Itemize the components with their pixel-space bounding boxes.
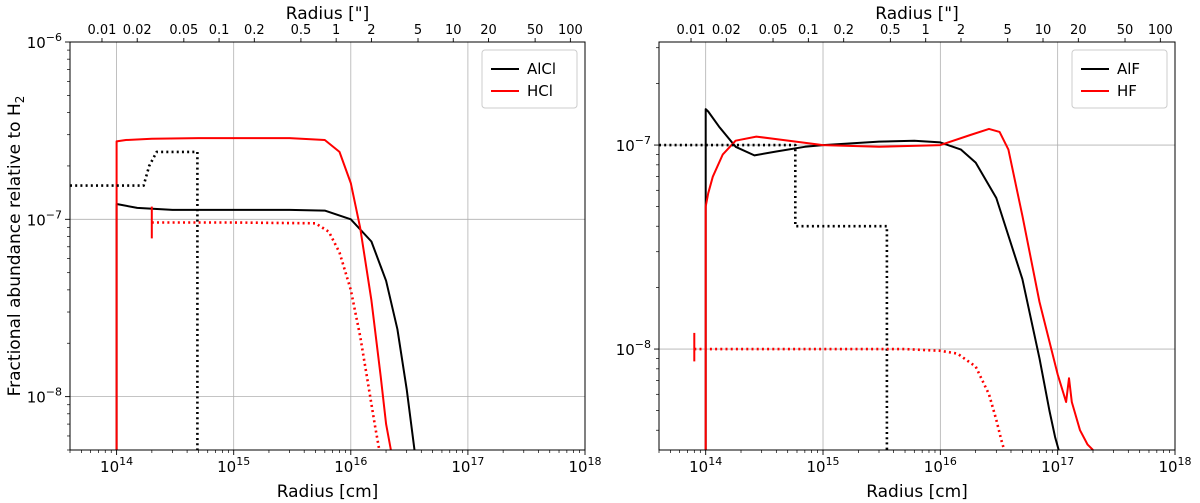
series-alf-model bbox=[704, 108, 1060, 450]
top-tick-label: 20 bbox=[480, 23, 497, 38]
legend-label: AlF bbox=[1117, 60, 1140, 78]
top-tick-label: 0.2 bbox=[833, 23, 854, 38]
x-axis-title: Radius [cm] bbox=[866, 482, 968, 502]
top-tick-label: 2 bbox=[957, 23, 965, 38]
top-axis-title: Radius ["] bbox=[875, 4, 959, 24]
x-tick-label: 1015 bbox=[806, 455, 839, 476]
y-tick-label: 10−7 bbox=[27, 208, 62, 229]
plot-frame bbox=[658, 41, 1176, 451]
top-tick-label: 1 bbox=[922, 23, 930, 38]
y-tick-label: 10−6 bbox=[27, 31, 62, 52]
top-tick-label: 0.1 bbox=[209, 23, 230, 38]
y-axis-title: Fractional abundance relative to H2 bbox=[5, 96, 27, 397]
top-tick-label: 2 bbox=[367, 23, 375, 38]
top-tick-label: 0.2 bbox=[244, 23, 265, 38]
x-tick-label: 1018 bbox=[568, 455, 601, 476]
top-tick-label: 100 bbox=[558, 23, 583, 38]
legend-label: HCl bbox=[527, 82, 553, 100]
x-tick-label: 1018 bbox=[1158, 455, 1191, 476]
top-tick-label: 5 bbox=[414, 23, 422, 38]
plot-frame bbox=[69, 41, 586, 451]
top-tick-label: 10 bbox=[1035, 23, 1052, 38]
top-tick-label: 0.5 bbox=[880, 23, 901, 38]
x-tick-label: 1017 bbox=[451, 455, 484, 476]
top-tick-label: 50 bbox=[1117, 23, 1134, 38]
legend-box bbox=[1071, 49, 1168, 109]
top-tick-label: 0.05 bbox=[169, 23, 198, 38]
top-tick-label: 0.02 bbox=[123, 23, 152, 38]
y-tick-label: 10−7 bbox=[616, 134, 651, 155]
top-axis-title: Radius ["] bbox=[286, 4, 370, 24]
top-tick-label: 0.01 bbox=[87, 23, 116, 38]
top-tick-label: 1 bbox=[332, 23, 340, 38]
y-tick-label: 10−8 bbox=[27, 386, 62, 407]
legend-label: HF bbox=[1117, 82, 1137, 100]
series-hf-model bbox=[704, 127, 1094, 450]
x-tick-label: 1015 bbox=[217, 455, 250, 476]
x-axis-title: Radius [cm] bbox=[277, 482, 379, 502]
top-tick-label: 0.01 bbox=[677, 23, 706, 38]
series-alcl-model bbox=[115, 203, 416, 450]
legend-box bbox=[481, 49, 578, 109]
x-tick-label: 1016 bbox=[924, 455, 957, 476]
top-tick-label: 0.5 bbox=[291, 23, 312, 38]
x-tick-label: 1016 bbox=[334, 455, 367, 476]
x-tick-label: 1014 bbox=[100, 455, 133, 476]
top-tick-label: 20 bbox=[1070, 23, 1087, 38]
top-tick-label: 5 bbox=[1004, 23, 1012, 38]
top-tick-label: 0.1 bbox=[798, 23, 819, 38]
y-axis-title-text: Fractional abundance relative to H bbox=[5, 103, 25, 396]
legend: AlF HF bbox=[1071, 49, 1168, 109]
top-tick-label: 100 bbox=[1148, 23, 1173, 38]
x-tick-label: 1017 bbox=[1041, 455, 1074, 476]
legend-label: AlCl bbox=[527, 60, 556, 78]
y-axis-title-subscript: 2 bbox=[13, 96, 27, 104]
x-tick-label: 1014 bbox=[689, 455, 722, 476]
legend: AlCl HCl bbox=[481, 49, 578, 109]
top-tick-label: 50 bbox=[527, 23, 544, 38]
top-tick-label: 0.02 bbox=[712, 23, 741, 38]
top-tick-label: 10 bbox=[445, 23, 462, 38]
top-tick-label: 0.05 bbox=[759, 23, 788, 38]
y-tick-label: 10−8 bbox=[616, 338, 651, 359]
series-hcl-model bbox=[115, 137, 392, 450]
